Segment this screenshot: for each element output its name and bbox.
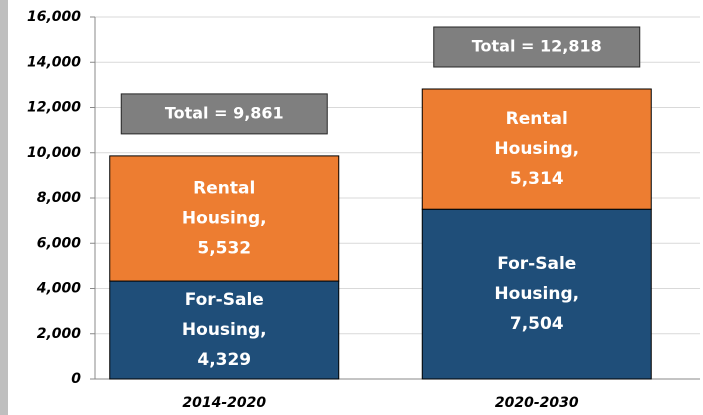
label-line: Rental <box>506 109 568 129</box>
y-tick-label: 14,000 <box>27 54 81 70</box>
label-value: 5,314 <box>510 169 564 189</box>
y-tick-label: 12,000 <box>27 100 81 116</box>
label-line: Rental <box>193 178 255 198</box>
y-tick-label: 16,000 <box>27 9 81 25</box>
label-value: 5,532 <box>197 238 251 258</box>
y-tick-label: 2,000 <box>37 326 82 342</box>
data-label: For-Sale Housing, 7,504 <box>494 254 579 334</box>
y-tick-label: 10,000 <box>27 145 81 161</box>
total-label: Total = 9,861 <box>165 103 284 122</box>
y-tick-label: 4,000 <box>36 281 82 297</box>
total-label: Total = 12,818 <box>472 36 602 55</box>
label-line: For-Sale <box>497 254 576 274</box>
y-tick-label: 6,000 <box>37 235 82 251</box>
label-line: Housing, <box>182 208 267 228</box>
y-tick-label: 8,000 <box>37 190 82 206</box>
total-box <box>433 26 641 68</box>
total-box <box>120 93 328 135</box>
label-value: 4,329 <box>197 350 251 370</box>
label-line: Housing, <box>494 284 579 304</box>
data-label: For-Sale Housing, 4,329 <box>182 290 267 370</box>
data-label: Rental Housing, 5,532 <box>182 178 267 258</box>
data-label: Rental Housing, 5,314 <box>494 109 579 189</box>
x-tick-label: 2020-2030 <box>495 395 579 411</box>
y-tick-label: 0 <box>71 371 81 387</box>
bar-segment <box>109 280 340 380</box>
window-edge <box>0 0 8 415</box>
x-tick-label: 2014-2020 <box>182 395 266 411</box>
label-line: For-Sale <box>185 290 264 310</box>
bar-segment <box>421 88 652 210</box>
bar-segment <box>109 155 340 282</box>
label-value: 7,504 <box>510 314 564 334</box>
label-line: Housing, <box>494 139 579 159</box>
label-line: Housing, <box>182 320 267 340</box>
